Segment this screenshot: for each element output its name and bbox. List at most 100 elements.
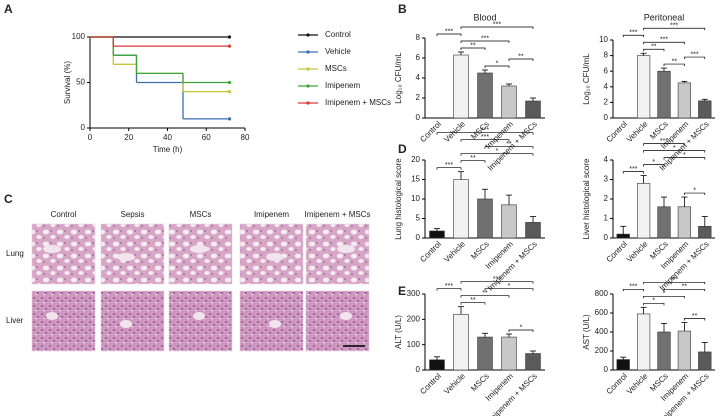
bar [677,82,692,119]
legend-label: Vehicle [325,47,351,56]
significance-label: *** [481,35,489,42]
y-tick-label: 100 [407,340,421,349]
y-tick-label: 15 [411,175,420,184]
end-marker [227,80,232,85]
significance-bracket [436,132,534,135]
bar [616,359,630,371]
significance-label: * [663,291,666,298]
significance-bracket [460,302,486,305]
micrograph [100,290,165,352]
micrograph [31,223,96,285]
vessel [266,253,284,261]
end-marker [227,44,232,48]
vessel [340,312,352,320]
significance-label: ** [692,313,698,320]
x-tick-label: Control [418,119,443,144]
y-axis-label: Liver histological score [582,158,591,239]
bar [636,55,651,119]
x-tick-label: Control [605,239,630,264]
y-tick-label: 600 [595,308,609,317]
significance-bracket [460,40,510,43]
y-axis-label: Log₁₀ CFU/mL [394,52,403,104]
significance-bracket [460,47,486,50]
significance-label: *** [493,21,501,28]
significance-bracket [684,192,706,196]
legend-marker [306,84,310,88]
vessel [193,312,205,320]
legend-label: Imipenem + MSCs [325,98,391,107]
significance-label: * [496,148,499,155]
significance-label: *** [629,30,637,37]
x-tick-label: 40 [163,133,172,142]
bar [501,336,517,371]
x-tick-label: 60 [202,133,211,142]
y-tick-label: 6 [416,53,421,62]
y-tick-label: 0 [604,233,609,242]
y-tick-label: 20 [411,155,420,164]
significance-label: * [652,159,655,166]
significance-bracket [643,281,706,285]
significance-label: *** [629,284,637,291]
significance-label: * [496,60,499,67]
significance-bracket [460,160,486,163]
significance-bracket [460,139,510,142]
y-tick-label: 10 [599,35,608,44]
bar [501,85,517,119]
bar [525,100,541,119]
significance-bracket [508,58,534,61]
significance-bracket [460,153,534,156]
bar [677,206,692,239]
significance-bracket [484,65,510,68]
y-tick-label: 6 [604,66,609,75]
column-label: Sepsis [120,210,144,219]
bar [501,204,517,239]
significance-bracket [643,27,706,31]
y-tick-label: 8 [416,33,421,42]
significance-bracket [684,56,706,60]
x-tick-label: Vehicle [442,239,467,264]
significance-label: ** [470,155,476,162]
y-tick-label: 0 [416,365,421,374]
significance-bracket [643,302,665,306]
bar [453,54,469,119]
significance-label: * [693,187,696,194]
y-tick-label: 10 [411,194,420,203]
y-tick-label: 100 [72,32,86,41]
bar [616,233,630,239]
x-tick-label: Control [605,119,630,144]
significance-bracket [684,318,706,321]
x-tick-label: 20 [124,133,133,142]
vessel [117,253,135,261]
histology-panel: Control Sepsis MSCs Imipenem Imipenem + MSCs… [6,210,371,352]
significance-bracket [508,329,534,333]
bar [698,100,712,119]
vessel [120,320,132,328]
bar [657,206,671,239]
significance-label: *** [481,127,489,134]
micrograph [305,290,370,352]
row-label: Lung [6,249,24,258]
significance-label: *** [629,166,637,173]
legend-marker [306,50,310,54]
significance-bracket [663,157,706,160]
y-tick-label: 400 [595,327,609,336]
x-tick-label: 0 [88,133,93,142]
bar [429,359,445,371]
significance-label: ** [651,44,657,51]
row-label: Liver [6,316,24,325]
y-tick-label: 800 [595,289,609,298]
y-tick-label: 1 [604,214,609,223]
micrograph [168,290,233,352]
significance-bracket [622,171,644,174]
significance-label: *** [493,276,501,283]
significance-label: *** [660,138,668,145]
y-tick-label: 200 [595,346,609,355]
legend-label: Control [325,30,351,39]
x-tick-label: Vehicle [625,119,650,144]
bar [657,331,671,371]
legend-marker [306,33,310,37]
significance-label: *** [660,37,668,44]
column-label: Control [51,210,77,219]
significance-bracket [663,63,685,67]
significance-bracket [436,288,462,291]
